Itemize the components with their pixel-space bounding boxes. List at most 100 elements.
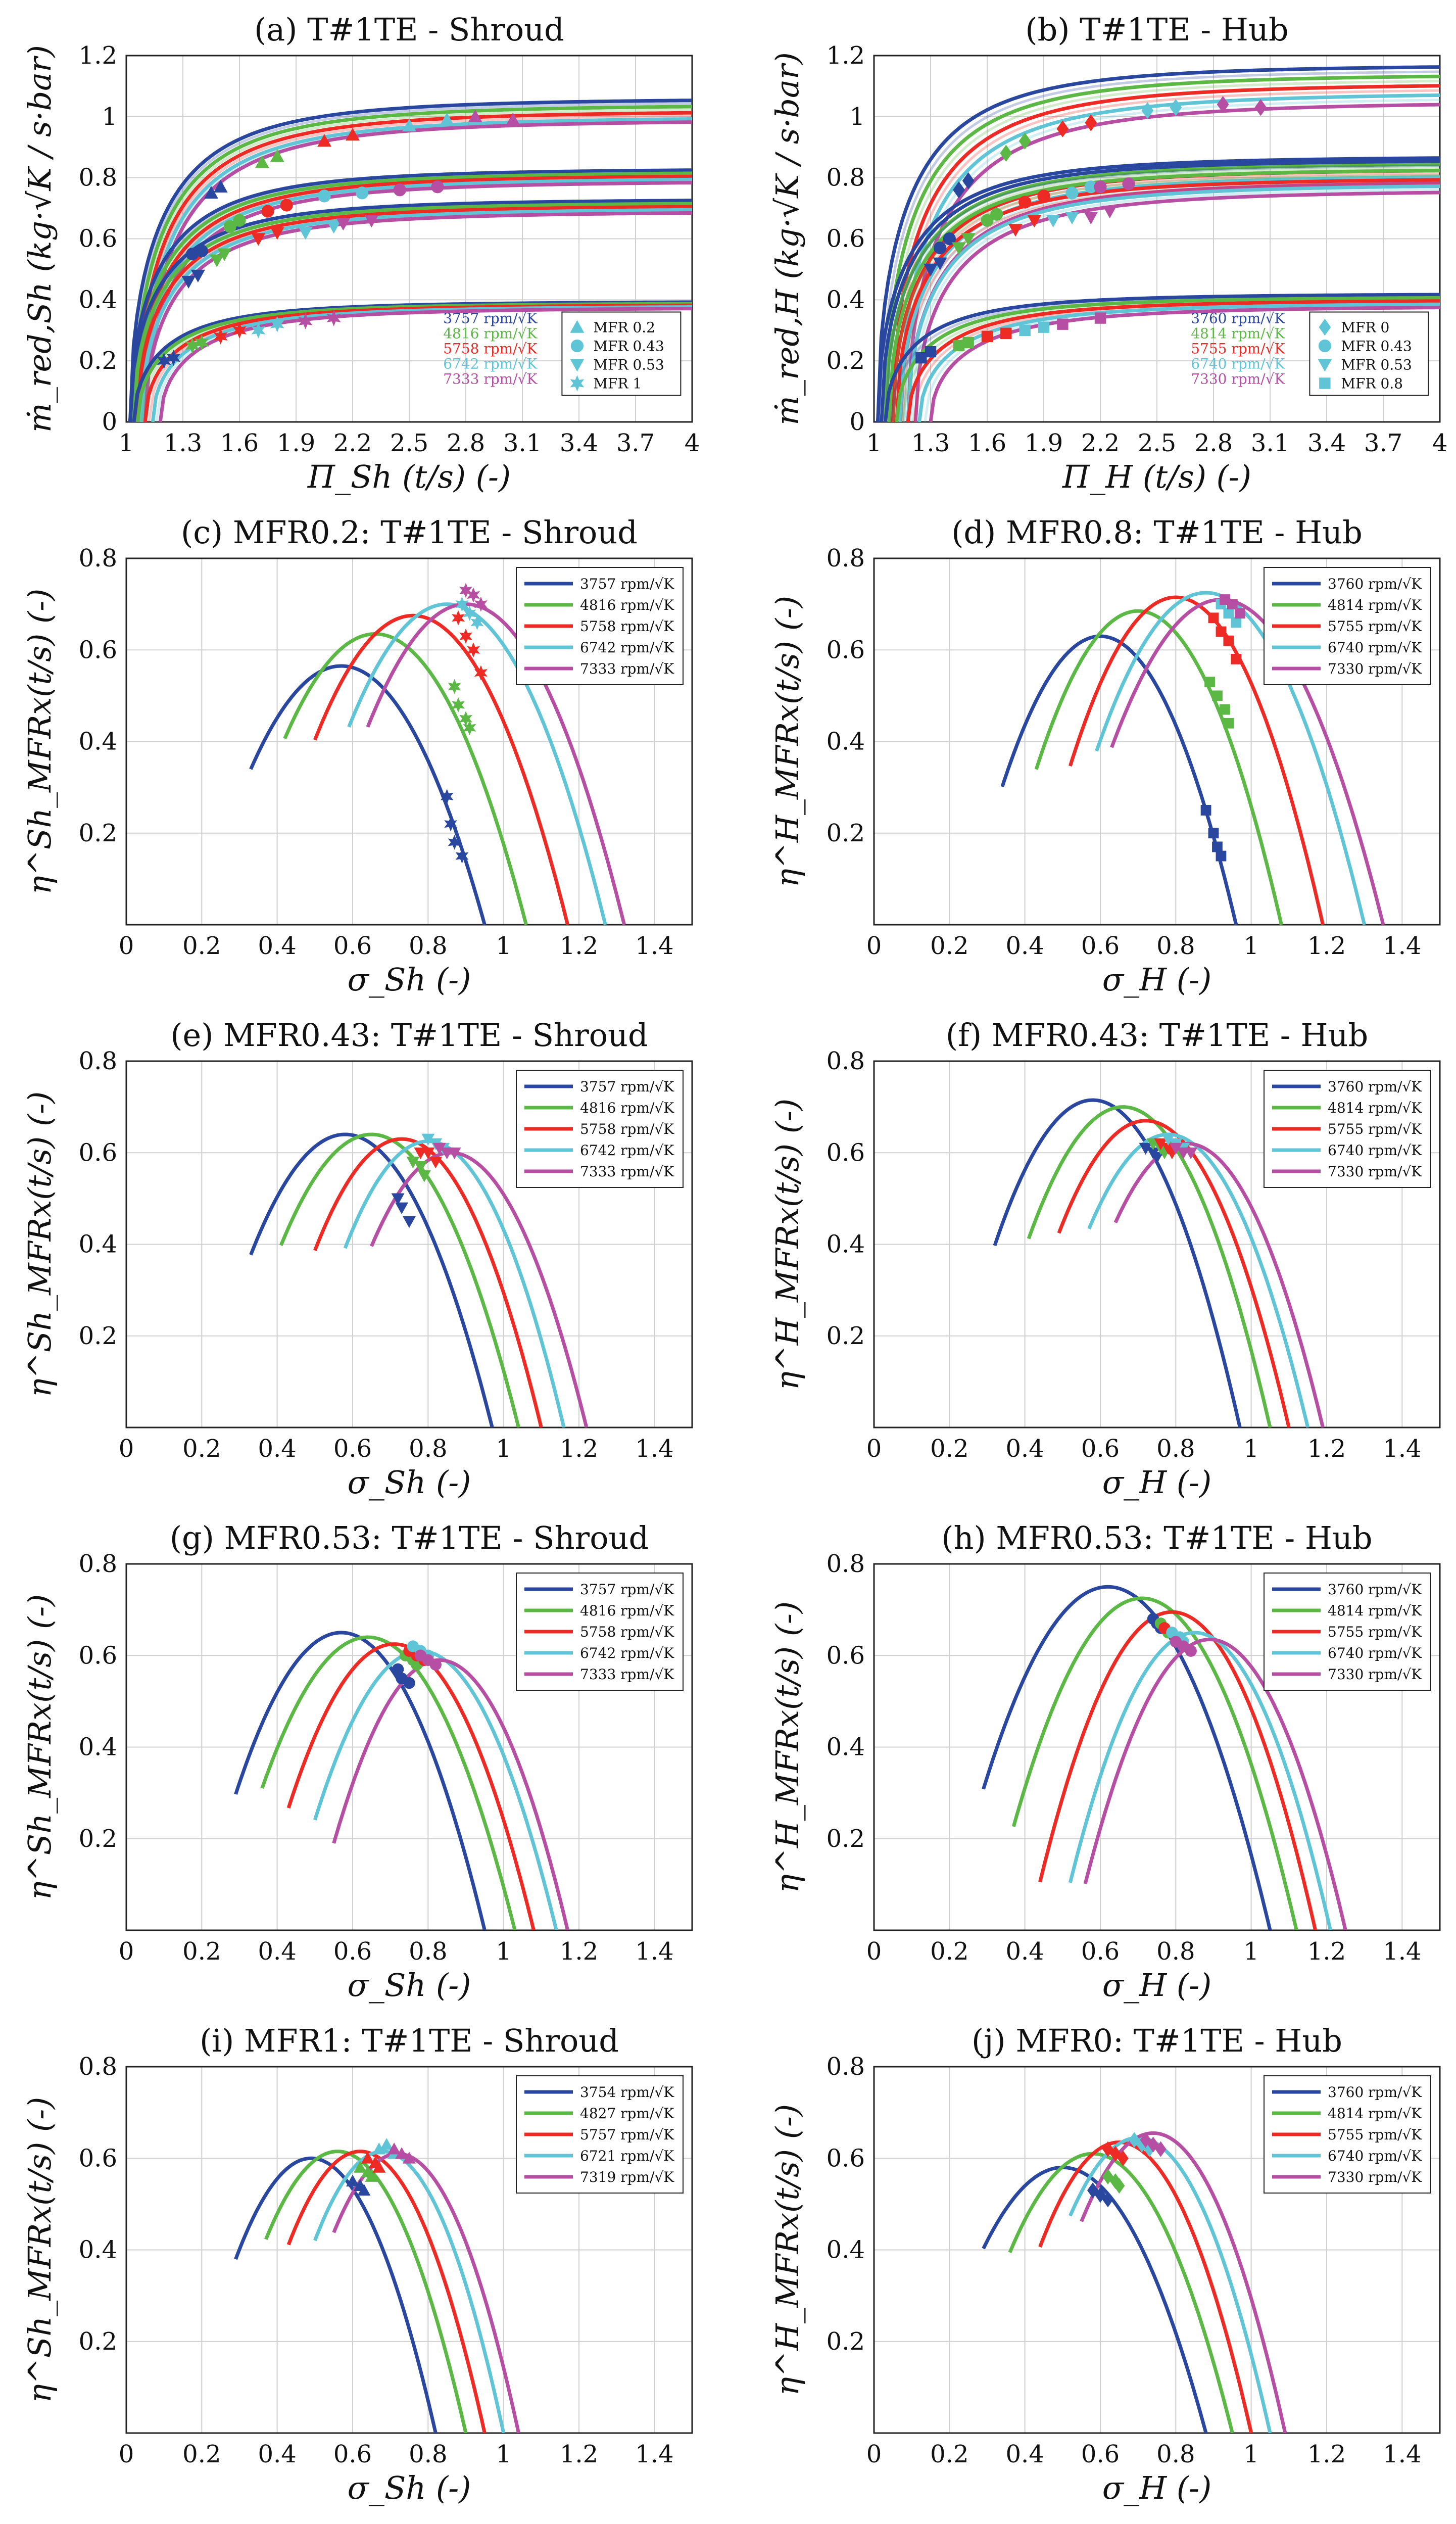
y-axis-label: η^H_MFRx(t/s) (-) — [769, 596, 806, 887]
plot-area — [982, 1585, 1347, 1930]
legend-label: 5758 rpm/√K — [580, 1121, 674, 1137]
data-point — [470, 614, 484, 630]
data-point — [952, 242, 966, 255]
data-point — [429, 1658, 442, 1671]
data-point — [1220, 704, 1230, 715]
speed-legend-entry: 5758 rpm/√K — [443, 340, 538, 357]
y-tick-label: 0 — [849, 408, 865, 436]
x-tick-label: 1.4 — [635, 932, 673, 960]
y-tick-label: 0.6 — [827, 1138, 865, 1167]
axes-frame — [125, 1563, 693, 1931]
y-tick-label: 0.6 — [79, 636, 117, 664]
speed-line — [917, 302, 1440, 422]
x-tick-label: 0.4 — [258, 1435, 296, 1463]
marker-legend-label: MFR 0.53 — [593, 357, 664, 373]
y-tick-label: 0.4 — [79, 285, 117, 314]
speed-line — [132, 171, 692, 422]
efficiency-curve — [313, 2150, 506, 2433]
data-point — [1065, 212, 1079, 225]
data-point — [1037, 189, 1050, 203]
speed-legend-entry: 4816 rpm/√K — [443, 325, 538, 342]
speed-line — [143, 120, 692, 422]
band-curve — [895, 89, 1440, 422]
panel-e: 0 0.2 0.4 0.6 0.8 1 1.2 1.4 0.2 0.4 0.6 0.8 (e) MFR0… — [21, 1017, 693, 1501]
legend-label: 3757 rpm/√K — [580, 1581, 674, 1598]
legend-label: 3757 rpm/√K — [580, 576, 674, 592]
data-point — [406, 1156, 420, 1169]
x-tick-label: 0 — [866, 1937, 882, 1966]
x-tick-label: 1 — [866, 429, 882, 457]
data-point — [924, 263, 938, 276]
data-point — [953, 181, 965, 199]
x-tick-label: 1 — [496, 932, 511, 960]
speed-line — [895, 296, 1440, 422]
y-tick-label: 0.4 — [827, 728, 865, 756]
panel-title: (b) T#1TE - Hub — [1025, 11, 1288, 48]
legend-marker — [570, 375, 585, 392]
x-tick-label: 0.6 — [1081, 1435, 1120, 1463]
panel-title: (h) MFR0.53: T#1TE - Hub — [941, 1519, 1372, 1556]
panel-title: (d) MFR0.8: T#1TE - Hub — [951, 514, 1363, 551]
data-point — [1161, 1133, 1175, 1146]
y-tick-label: 0.8 — [79, 544, 117, 573]
data-point — [1008, 224, 1023, 237]
legend-label: 3760 rpm/√K — [1328, 1581, 1422, 1598]
legend-label: 6740 rpm/√K — [1328, 639, 1422, 656]
panel-i: 0 0.2 0.4 0.6 0.8 1 1.2 1.4 0.2 0.4 0.6 0.8 (i) MFR1… — [21, 2022, 693, 2506]
y-tick-label: 1.2 — [79, 41, 117, 70]
axes-frame — [125, 2066, 693, 2434]
data-point — [1212, 690, 1223, 701]
y-tick-label: 0.4 — [827, 1230, 865, 1259]
panel-h: 0 0.2 0.4 0.6 0.8 1 1.2 1.4 0.2 0.4 0.6 0.8 (h) MFR0… — [769, 1519, 1441, 2004]
data-point — [1169, 1142, 1183, 1155]
x-tick-label: 1.2 — [560, 932, 598, 960]
efficiency-curve — [1087, 1132, 1310, 1427]
efficiency-curve — [1057, 1119, 1291, 1427]
x-tick-label: 1 — [496, 1937, 511, 1966]
data-point — [1094, 312, 1106, 324]
x-tick-label: 0.8 — [409, 1435, 447, 1463]
data-point — [251, 322, 266, 339]
legend-label: 6721 rpm/√K — [580, 2148, 674, 2164]
data-point — [336, 218, 351, 231]
x-axis-label: σ_H (-) — [1102, 961, 1211, 998]
panel-title: (e) MFR0.43: T#1TE - Shroud — [170, 1017, 648, 1054]
y-tick-label: 0.6 — [79, 2144, 117, 2172]
y-tick-label: 0.2 — [79, 819, 117, 847]
speed-legend-entry: 5755 rpm/√K — [1191, 340, 1285, 357]
marker-legend-label: MFR 0 — [1341, 319, 1389, 336]
data-point — [157, 353, 171, 369]
y-tick-label: 0.8 — [827, 1047, 865, 1075]
efficiency-curve — [1068, 595, 1325, 925]
x-tick-label: 2.5 — [1138, 429, 1176, 457]
data-point — [1170, 99, 1182, 116]
data-point — [1212, 841, 1223, 852]
data-point — [361, 2152, 374, 2164]
x-tick-label: 0.8 — [1156, 1937, 1195, 1966]
data-point — [298, 227, 313, 240]
y-tick-label: 0.4 — [79, 728, 117, 756]
y-tick-label: 0.2 — [827, 1825, 865, 1853]
legend-label: 6742 rpm/√K — [580, 1645, 674, 1661]
x-tick-label: 1.4 — [1383, 932, 1421, 960]
data-point — [459, 629, 472, 644]
x-tick-label: 3.1 — [503, 429, 542, 457]
data-point — [440, 112, 454, 126]
data-point — [1227, 599, 1238, 610]
data-point — [448, 1147, 461, 1160]
legend-label: 4816 rpm/√K — [580, 1100, 674, 1116]
efficiency-curve — [234, 2156, 438, 2433]
legend-label: 3760 rpm/√K — [1328, 1078, 1422, 1095]
data-point — [1217, 96, 1229, 113]
x-tick-label: 0.2 — [930, 1937, 968, 1966]
data-point — [1208, 612, 1219, 624]
legend-label: 3757 rpm/√K — [580, 1078, 674, 1095]
data-point — [346, 128, 360, 141]
speed-line — [876, 65, 1440, 422]
x-axis-label: σ_Sh (-) — [348, 1464, 471, 1501]
legend-label: 3760 rpm/√K — [1328, 2084, 1422, 2101]
x-tick-label: 0.2 — [930, 2440, 968, 2468]
plot-area — [128, 99, 692, 422]
x-tick-label: 0 — [119, 1435, 134, 1463]
